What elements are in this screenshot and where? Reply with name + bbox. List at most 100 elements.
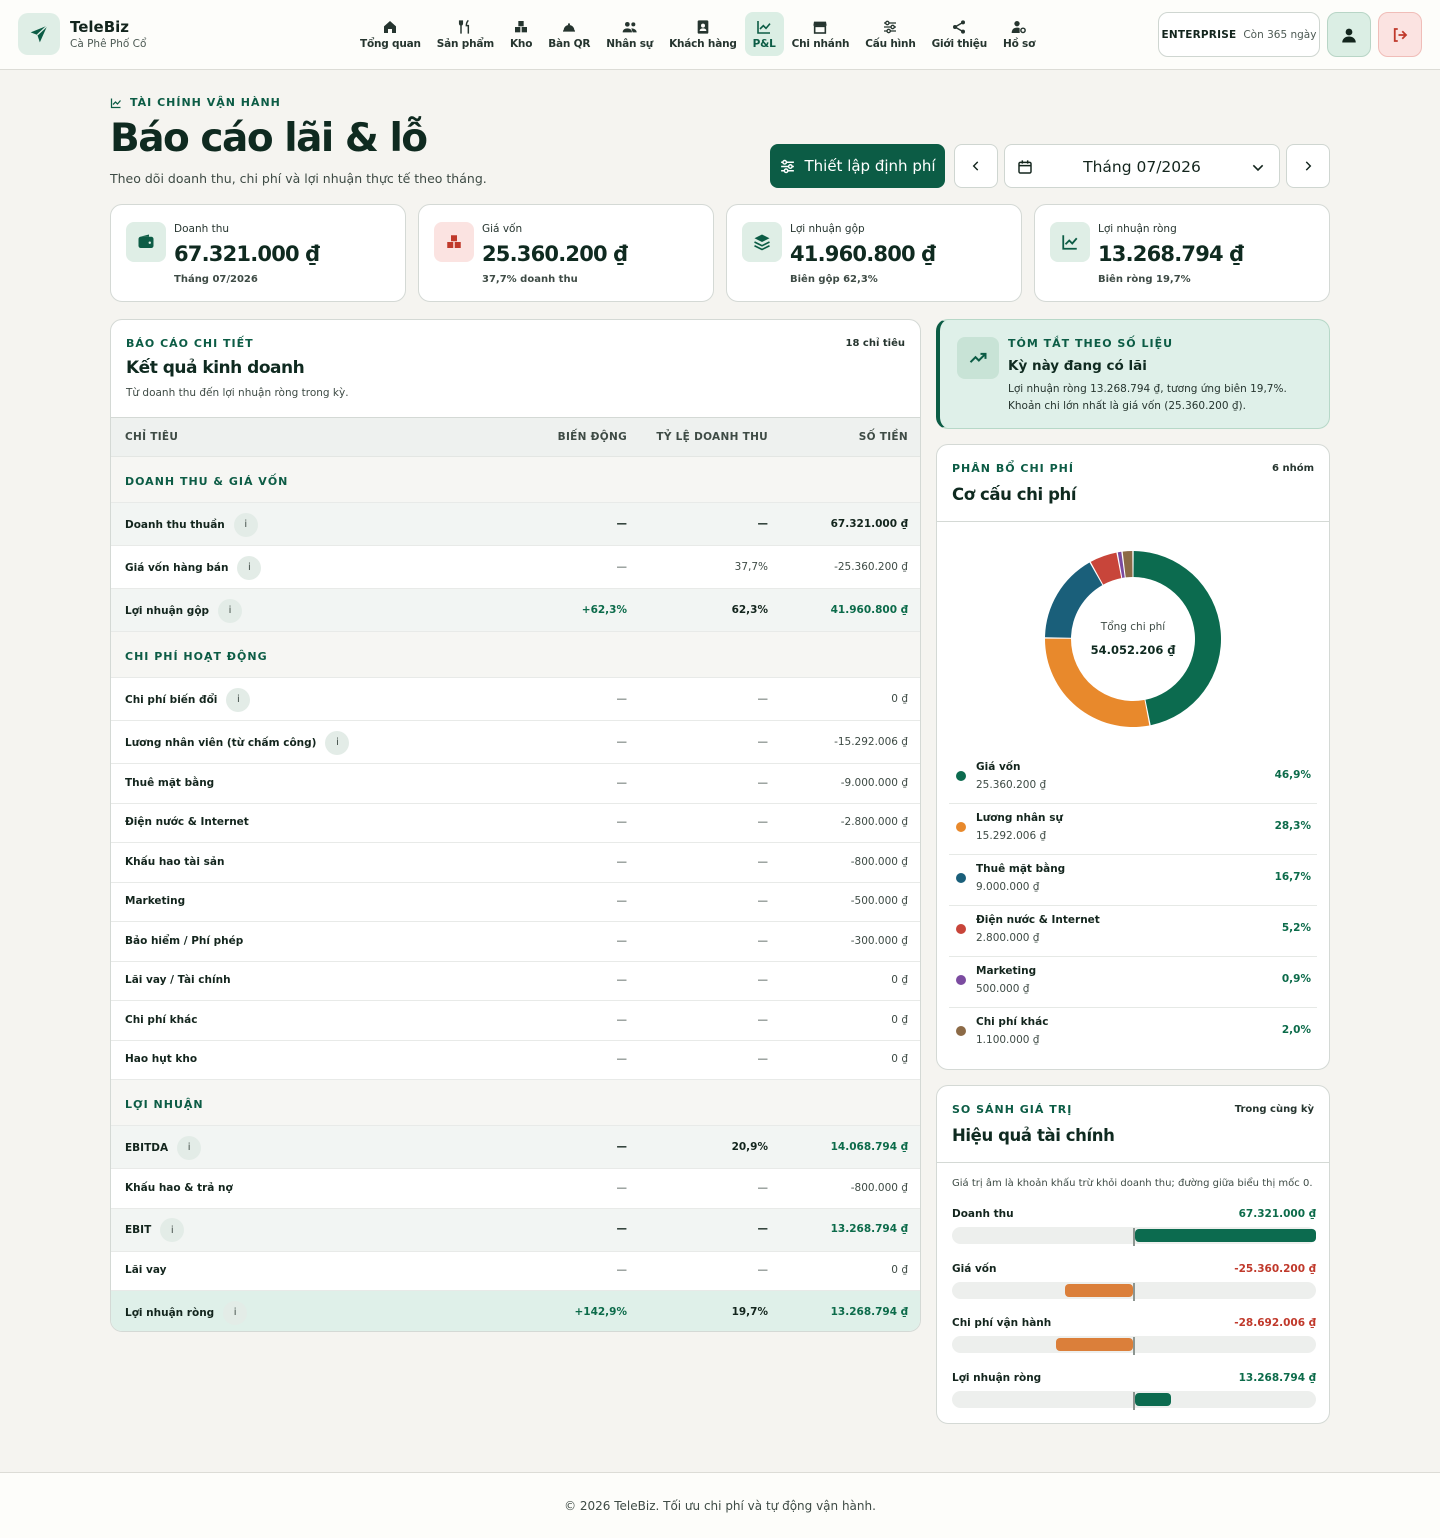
line-chart-icon — [757, 20, 771, 34]
bar-value: 67.321.000 ₫ — [1238, 1208, 1316, 1220]
nav-item-8[interactable]: Cấu hình — [857, 12, 923, 56]
legend-item[interactable]: Giá vốn 25.360.200 ₫ 46,9% — [949, 753, 1317, 804]
bar-value: -25.360.200 ₫ — [1234, 1262, 1316, 1275]
nav-label: Nhân sự — [606, 37, 654, 50]
row-name: Điện nước & Internet — [125, 816, 249, 829]
nav-item-7[interactable]: Chi nhánh — [784, 12, 858, 56]
cost-breakdown-card: PHÂN BỔ CHI PHÍ 6 nhóm Cơ cấu chi phí Tổ… — [936, 444, 1330, 1070]
chevron-left-icon — [972, 161, 979, 171]
legend-item[interactable]: Marketing 500.000 ₫ 0,9% — [949, 957, 1317, 1008]
row-name: Doanh thu thuần — [125, 518, 225, 531]
zero-line — [1133, 1228, 1135, 1246]
legend-item[interactable]: Chi phí khác 1.100.000 ₫ 2,0% — [949, 1008, 1317, 1059]
nav-item-1[interactable]: Sản phẩm — [429, 12, 502, 56]
info-icon[interactable]: i — [223, 1300, 248, 1325]
summary-title: Kỳ này đang có lãi — [1008, 358, 1147, 374]
nav-item-4[interactable]: Nhân sự — [598, 12, 661, 56]
legend-item[interactable]: Điện nước & Internet 2.800.000 ₫ 5,2% — [949, 906, 1317, 957]
info-icon[interactable]: i — [237, 555, 262, 580]
row-ratio: — — [757, 1013, 769, 1026]
row-variance: — — [616, 1264, 628, 1277]
row-variance: — — [616, 1140, 628, 1153]
row-amount: 0 ₫ — [891, 692, 908, 705]
nav-item-5[interactable]: Khách hàng — [661, 12, 745, 56]
zero-line — [1133, 1282, 1135, 1301]
profile-button[interactable] — [1327, 12, 1371, 57]
brand-name: TeleBiz — [70, 18, 130, 36]
setup-fixed-cost-button[interactable]: Thiết lập định phí — [770, 144, 945, 188]
store-icon — [813, 21, 828, 34]
info-icon[interactable]: i — [325, 730, 350, 755]
report-subtitle: Từ doanh thu đến lợi nhuận ròng trong kỳ… — [126, 387, 349, 399]
plan-name: ENTERPRISE — [1161, 28, 1237, 41]
info-icon[interactable]: i — [177, 1135, 202, 1160]
page-eyebrow: TÀI CHÍNH VẬN HÀNH — [110, 96, 281, 109]
legend-name: Lương nhân sự — [976, 812, 1063, 824]
row-variance: — — [616, 974, 628, 987]
nav-item-9[interactable]: Giới thiệu — [924, 12, 995, 56]
nav-label: Giới thiệu — [931, 37, 988, 50]
report-title: Kết quả kinh doanh — [126, 358, 305, 378]
bar-name: Chi phí vận hành — [952, 1317, 1052, 1329]
logo[interactable] — [18, 13, 60, 55]
table-row: Lợi nhuận ròng i +142,9% 19,7% 13.268.79… — [111, 1291, 920, 1331]
row-amount: -15.292.006 ₫ — [834, 735, 908, 748]
row-ratio: — — [757, 974, 769, 987]
row-label: Lãi vay / Tài chính — [125, 974, 231, 986]
legend-item[interactable]: Lương nhân sự 15.292.006 ₫ 28,3% — [949, 804, 1317, 855]
legend-value: 15.292.006 ₫ — [976, 830, 1047, 842]
donut-slice[interactable] — [1090, 552, 1122, 585]
nav-item-6[interactable]: P&L — [744, 12, 784, 56]
nav-label: Hồ sơ — [1003, 37, 1036, 50]
line-chart-icon — [110, 98, 121, 108]
table-row: Khấu hao & trả nợ — — -800.000 ₫ — [111, 1169, 920, 1209]
legend-dot — [956, 924, 966, 934]
address-book-icon — [697, 19, 709, 34]
paper-plane-icon — [30, 25, 48, 43]
legend-dot — [956, 1026, 966, 1036]
bar-fill — [1055, 1338, 1133, 1351]
info-icon[interactable]: i — [226, 687, 251, 712]
legend-dot — [956, 822, 966, 832]
report-count: 18 chỉ tiêu — [845, 338, 905, 349]
legend-name: Điện nước & Internet — [976, 914, 1100, 926]
row-label: Lương nhân viên (từ chấm công) i — [125, 730, 350, 755]
row-name: Chi phí khác — [125, 1013, 198, 1026]
row-ratio: 19,7% — [731, 1305, 768, 1318]
prev-month-button[interactable] — [954, 144, 998, 188]
next-month-button[interactable] — [1286, 144, 1330, 188]
row-name: Chi phí biến đổi — [125, 693, 218, 706]
logout-button[interactable] — [1378, 12, 1422, 57]
nav-item-2[interactable]: Kho — [502, 12, 540, 56]
row-label: EBIT i — [125, 1218, 185, 1242]
info-icon[interactable]: i — [233, 512, 258, 537]
row-variance: — — [616, 517, 628, 530]
donut-slice[interactable] — [1045, 562, 1103, 638]
table-row: Chi phí khác — — 0 ₫ — [111, 1001, 920, 1041]
month-select[interactable]: Tháng 07/2026 — [1004, 144, 1280, 188]
row-name: Giá vốn hàng bán — [125, 561, 229, 574]
legend-item[interactable]: Thuê mặt bằng 9.000.000 ₫ 16,7% — [949, 855, 1317, 906]
pl-report-card: BÁO CÁO CHI TIẾT 18 chỉ tiêu Kết quả kin… — [110, 319, 921, 1332]
nav-item-3[interactable]: Bàn QR — [540, 12, 598, 56]
cost-title: Cơ cấu chi phí — [952, 485, 1077, 504]
row-label: Khấu hao & trả nợ — [125, 1182, 233, 1194]
info-icon[interactable]: i — [160, 1218, 185, 1242]
perf-bar-row: Giá vốn -25.360.200 ₫ — [952, 1263, 1316, 1307]
nav-item-10[interactable]: Hồ sơ — [995, 12, 1043, 56]
donut-slice[interactable] — [1045, 638, 1150, 727]
row-amount: 13.268.794 ₫ — [830, 1305, 908, 1318]
perf-eyebrow: SO SÁNH GIÁ TRỊ — [952, 1103, 1073, 1116]
legend-value: 2.800.000 ₫ — [976, 932, 1040, 944]
row-ratio: — — [757, 1223, 769, 1235]
donut-slice[interactable] — [1122, 551, 1133, 578]
nav-item-0[interactable]: Tổng quan — [352, 12, 429, 56]
plan-badge[interactable]: ENTERPRISE Còn 365 ngày — [1158, 12, 1320, 57]
legend-pct: 0,9% — [1281, 973, 1311, 985]
row-name: Bảo hiểm / Phí phép — [125, 934, 244, 947]
bar-track — [952, 1390, 1316, 1410]
row-ratio: — — [757, 855, 769, 868]
info-icon[interactable]: i — [218, 598, 243, 623]
donut-slice[interactable] — [1117, 551, 1125, 578]
donut-slice[interactable] — [1133, 551, 1222, 726]
